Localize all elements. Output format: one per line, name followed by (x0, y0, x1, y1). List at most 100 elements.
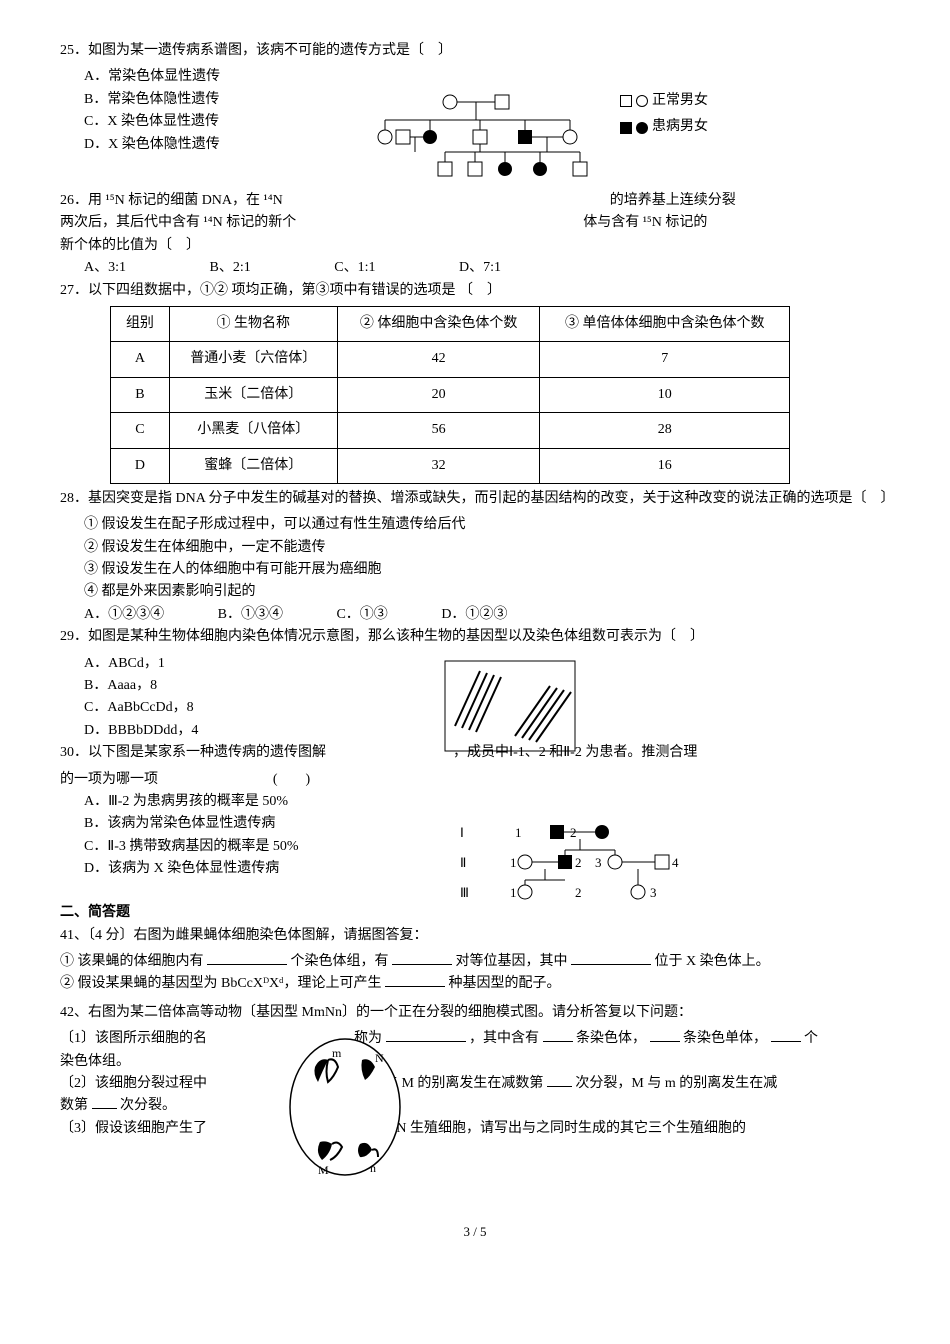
q41-l1c: 对等位基因，其中 (456, 954, 568, 969)
q41-line1: ① 该果蝇的体细胞内有 个染色体组，有 对等位基因，其中 位于 X 染色体上。 (60, 951, 890, 973)
blank (385, 986, 445, 987)
q25-block: 25．如图为某一遗传病系谱图，该病不可能的遗传方式是〔 〕 A．常染色体显性遗传… (60, 40, 890, 190)
q42-p3: 〔3〕假设该细胞产生了 一个 mN 生殖细胞，请写出与之同时生成的其它三个生殖细… (60, 1118, 890, 1140)
table-row: C小黑麦〔八倍体〕5628 (111, 413, 790, 448)
q25-opt-a: A．常染色体显性遗传 (60, 66, 890, 88)
q41-l1b: 个染色体组，有 (291, 954, 389, 969)
cell-svg: m N M n (280, 1032, 410, 1182)
q28-s2: ② 假设发生在体细胞中，一定不能遗传 (60, 537, 890, 559)
q41-l2b: 种基因型的配子。 (448, 976, 560, 991)
g3-1: 1 (510, 885, 517, 900)
q42-p1e: 条染色单体， (683, 1031, 767, 1046)
blank (771, 1041, 801, 1042)
q41-stem: 41、〔4 分〕右图为雌果蝇体细胞染色体图解，请据图答复： (60, 925, 890, 947)
pedigree-svg (350, 90, 610, 190)
q42-stem: 42、右图为某二倍体高等动物〔基因型 MmNn〕的一个正在分裂的细胞模式图。请分… (60, 1002, 890, 1024)
q42-p1g: 染色体组。 (60, 1051, 890, 1073)
q29-stem: 29．如图是某种生物体细胞内染色体情况示意图，那么该种生物的基因型以及染色体组数… (60, 626, 890, 648)
q26-opt-a: A、3:1 (84, 260, 126, 275)
q26-stem-b: 的培养基上连续分裂 (610, 193, 736, 208)
legend-normal: 正常男女 (620, 90, 708, 112)
label-N: N (375, 1051, 384, 1065)
label-m: m (332, 1046, 342, 1060)
blank (571, 964, 651, 965)
q25-legend: 正常男女 患病男女 (620, 90, 708, 143)
q28-s3: ③ 假设发生在人的体细胞中有可能开展为癌细胞 (60, 559, 890, 581)
th-0: 组别 (111, 306, 170, 341)
q26-stem-e: 新个体的比值为〔 〕 (60, 238, 200, 253)
q42-p3a: 〔3〕假设该细胞产生了 (60, 1121, 207, 1136)
q26-stem-d: 体与含有 ¹⁵N 标记的 (583, 215, 707, 230)
blank (392, 964, 452, 965)
gen1-label: Ⅰ (460, 825, 464, 840)
q30-stem-line2: 的一项为哪一项 ( ) (60, 769, 890, 791)
q26-opt-c: C、1:1 (334, 260, 375, 275)
label-M2: M (318, 1163, 329, 1177)
q28-s1: ① 假设发生在配子形成过程中，可以通过有性生殖遗传给后代 (60, 514, 890, 536)
q42-p1: 〔1〕该图所示细胞的名 称为 ，其中含有 条染色体， 条染色单体， 个 (60, 1028, 890, 1050)
q42-p1f: 个 (804, 1031, 818, 1046)
q30-pedigree-svg: Ⅰ 1 2 Ⅱ 1 2 3 4 Ⅲ 1 (460, 822, 720, 912)
table-row: A普通小麦〔六倍体〕427 (111, 342, 790, 377)
blank (92, 1108, 117, 1109)
q30-stem-c: 的一项为哪一项 (60, 772, 158, 787)
q25-stem: 25．如图为某一遗传病系谱图，该病不可能的遗传方式是〔 〕 (60, 40, 890, 62)
q42-p2c: 次分裂，M 与 m 的别离发生在减 (575, 1076, 777, 1091)
q26-opt-d: D、7:1 (459, 260, 501, 275)
q28-opt-c: C．①③ (336, 607, 387, 622)
table-row: D蜜蜂〔二倍体〕3216 (111, 448, 790, 483)
page-number: 3 / 5 (60, 1222, 890, 1243)
q42-p3b: 一个 mN 生殖细胞，请写出与之同时生成的其它三个生殖细胞的 (354, 1121, 746, 1136)
table-header-row: 组别 ① 生物名称 ② 体细胞中含染色体个数 ③ 单倍体体细胞中含染色体个数 (111, 306, 790, 341)
q26-block: 26．用 ¹⁵N 标记的细菌 DNA，在 ¹⁴N 的培养基上连续分裂 两次后，其… (60, 190, 890, 280)
g2-2: 2 (575, 855, 582, 870)
circle-open-icon (636, 95, 648, 107)
q30-stem-b: ，成员中Ⅰ-1、2 和Ⅱ-2 为患者。推测合理 (453, 745, 697, 760)
q42-block: 42、右图为某二倍体高等动物〔基因型 MmNn〕的一个正在分裂的细胞模式图。请分… (60, 1002, 890, 1202)
q30-stem-a: 30．以下图是某家系一种遗传病的遗传图解 (60, 745, 326, 760)
q41-l2a: ② 假设某果蝇的基因型为 BbCcXᴰXᵈ，理论上可产生 (60, 976, 381, 991)
q42-p2-line2: 数第 次分裂。 (60, 1095, 890, 1117)
q42-p1d: 条染色体， (576, 1031, 646, 1046)
q27-stem: 27．以下四组数据中，①② 项均正确，第③项中有错误的选项是 〔 〕 (60, 280, 890, 302)
q28-options: A．①②③④ B．①③④ C．①③ D．①②③ (60, 604, 890, 626)
q42-p2: 〔2〕该细胞分裂过程中 ，M 与 M 的别离发生在减数第 次分裂，M 与 m 的… (60, 1073, 890, 1095)
q42-p2e: 次分裂。 (120, 1098, 176, 1113)
blank (543, 1041, 573, 1042)
g3-3: 3 (650, 885, 657, 900)
q28-opt-b: B．①③④ (218, 607, 283, 622)
q28-opt-d: D．①②③ (441, 607, 507, 622)
q30-pedigree: Ⅰ 1 2 Ⅱ 1 2 3 4 Ⅲ 1 (460, 822, 720, 912)
q26-opt-b: B、2:1 (210, 260, 251, 275)
legend-affected: 患病男女 (620, 116, 708, 138)
g2-1: 1 (510, 855, 517, 870)
q26-stem-a: 26．用 ¹⁵N 标记的细菌 DNA，在 ¹⁴N (60, 193, 283, 208)
blank (207, 964, 287, 965)
q27-table: 组别 ① 生物名称 ② 体细胞中含染色体个数 ③ 单倍体体细胞中含染色体个数 A… (110, 306, 790, 484)
q28-opt-a: A．①②③④ (84, 607, 164, 622)
label-n: n (370, 1161, 376, 1175)
blank (650, 1041, 680, 1042)
blank (547, 1086, 572, 1087)
table-row: B玉米〔二倍体〕2010 (111, 377, 790, 412)
legend-affected-text: 患病男女 (652, 116, 708, 138)
q29-block: 29．如图是某种生物体细胞内染色体情况示意图，那么该种生物的基因型以及染色体组数… (60, 626, 890, 742)
q26-options: A、3:1 B、2:1 C、1:1 D、7:1 (60, 257, 890, 279)
q42-p1c: ，其中含有 (469, 1031, 539, 1046)
q25-pedigree-figure (350, 90, 650, 190)
q42-cell-figure: m N M n (280, 1032, 410, 1182)
q42-p1a: 〔1〕该图所示细胞的名 (60, 1031, 207, 1046)
q28-s4: ④ 都是外来因素影响引起的 (60, 581, 890, 603)
q41-l1a: ① 该果蝇的体细胞内有 (60, 954, 204, 969)
th-1: ① 生物名称 (169, 306, 337, 341)
q42-p2a: 〔2〕该细胞分裂过程中 (60, 1076, 207, 1091)
q30-stem: 30．以下图是某家系一种遗传病的遗传图解 ，成员中Ⅰ-1、2 和Ⅱ-2 为患者。… (60, 742, 890, 764)
q41-line2: ② 假设某果蝇的基因型为 BbCcXᴰXᵈ，理论上可产生 种基因型的配子。 (60, 973, 890, 995)
q30-block: 30．以下图是某家系一种遗传病的遗传图解 ，成员中Ⅰ-1、2 和Ⅱ-2 为患者。… (60, 742, 890, 902)
g1-1: 1 (515, 825, 522, 840)
g2-3: 3 (595, 855, 602, 870)
legend-normal-text: 正常男女 (652, 90, 708, 112)
th-3: ③ 单倍体体细胞中含染色体个数 (540, 306, 790, 341)
q26-stem-c: 两次后，其后代中含有 ¹⁴N 标记的新个 (60, 215, 296, 230)
circle-fill-icon (636, 122, 648, 134)
